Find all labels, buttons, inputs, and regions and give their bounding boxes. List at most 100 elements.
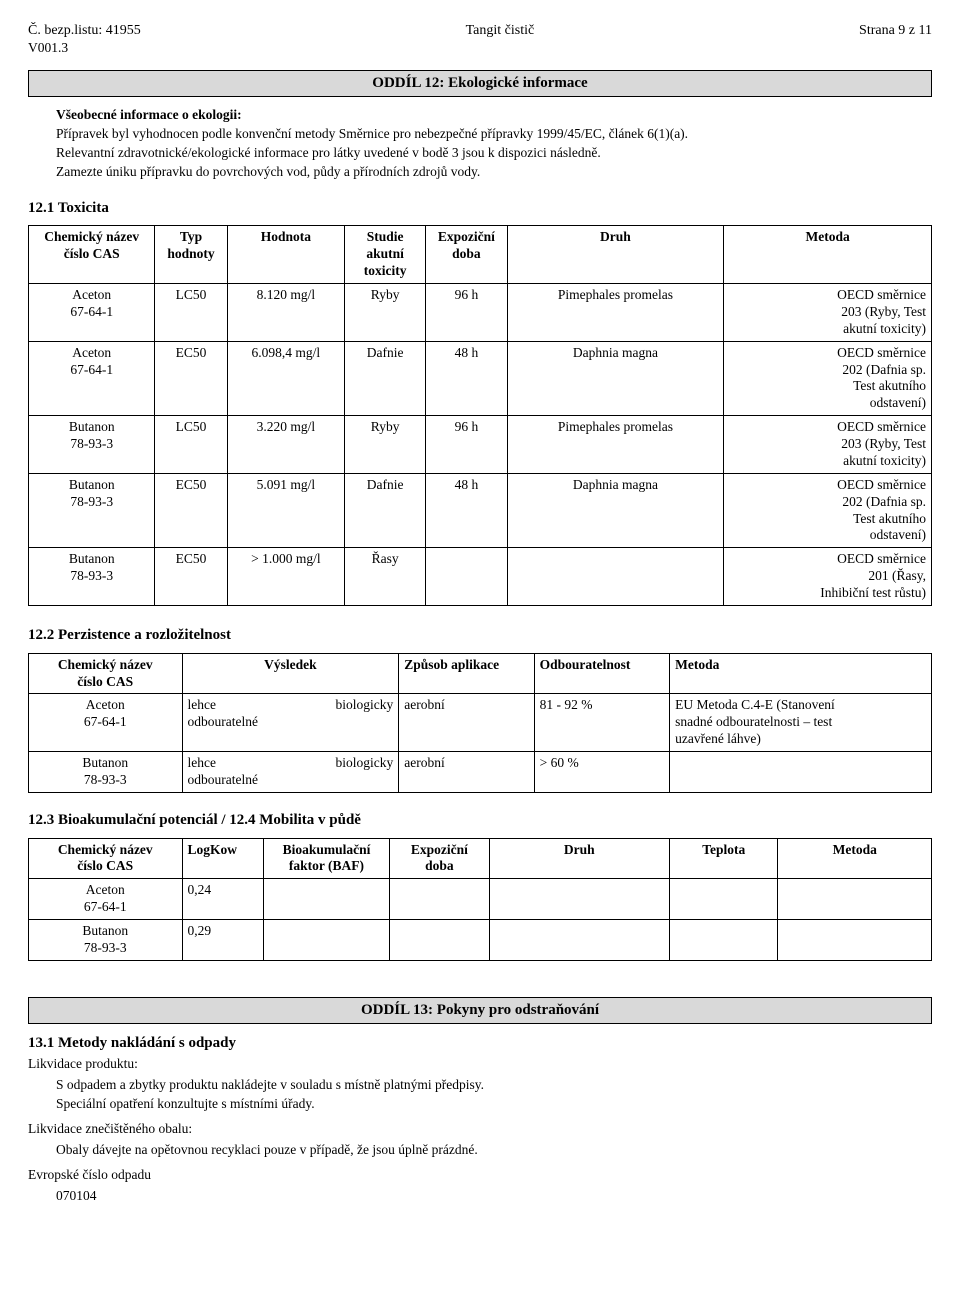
td-study: Dafnie bbox=[345, 341, 426, 416]
cell-text: Butanon bbox=[82, 755, 128, 770]
td-empty bbox=[489, 920, 670, 961]
td-species: Daphnia magna bbox=[507, 341, 724, 416]
table-header-row: Chemický název číslo CAS Typ hodnoty Hod… bbox=[29, 226, 932, 284]
cell-text: Inhibiční test růstu) bbox=[820, 585, 926, 600]
th-text: Chemický název bbox=[44, 229, 139, 244]
table-row: Butanon 78-93-3 0,29 bbox=[29, 920, 932, 961]
cell-text: odstavení) bbox=[870, 527, 926, 542]
table-row: Aceton 67-64-1 0,24 bbox=[29, 879, 932, 920]
table-row: Aceton 67-64-1 lehce biologicky odbourat… bbox=[29, 694, 932, 752]
td-value: 8.120 mg/l bbox=[227, 284, 344, 342]
td-value: 6.098,4 mg/l bbox=[227, 341, 344, 416]
cell-text: biologicky bbox=[335, 755, 393, 772]
section13-1-title: 13.1 Metody nakládání s odpady bbox=[28, 1034, 932, 1053]
td-species bbox=[507, 548, 724, 606]
cell-text: 78-93-3 bbox=[84, 772, 127, 787]
cell-text: lehce bbox=[188, 697, 216, 714]
td-chem: Butanon 78-93-3 bbox=[29, 416, 155, 474]
th-temp: Teplota bbox=[670, 838, 778, 879]
table-row: Butanon 78-93-3 EC50 > 1.000 mg/l Řasy O… bbox=[29, 548, 932, 606]
cell-text: 67-64-1 bbox=[70, 362, 113, 377]
td-logkow: 0,29 bbox=[182, 920, 263, 961]
cell-text: OECD směrnice bbox=[837, 287, 926, 302]
cell-text: 202 (Dafnia sp. bbox=[842, 494, 926, 509]
td-type: EC50 bbox=[155, 341, 227, 416]
cell-text: 203 (Ryby, Test bbox=[841, 436, 926, 451]
doc-version: V001.3 bbox=[28, 40, 932, 57]
cell-text: akutní toxicity) bbox=[843, 321, 926, 336]
td-empty bbox=[263, 920, 389, 961]
cell-text: 78-93-3 bbox=[70, 436, 113, 451]
cell-text: 202 (Dafnia sp. bbox=[842, 362, 926, 377]
td-app: aerobní bbox=[399, 752, 534, 793]
cell-text: OECD směrnice bbox=[837, 551, 926, 566]
page-indicator: Strana 9 z 11 bbox=[859, 22, 932, 40]
page-value: 9 z 11 bbox=[898, 23, 932, 38]
th-text: doba bbox=[452, 246, 481, 261]
td-study: Ryby bbox=[345, 416, 426, 474]
cell-text: uzavřené láhve) bbox=[675, 731, 761, 746]
cell-text: Aceton bbox=[86, 697, 125, 712]
td-species: Pimephales promelas bbox=[507, 284, 724, 342]
disposal-product-body: S odpadem a zbytky produktu nakládejte v… bbox=[56, 1077, 932, 1113]
td-type: EC50 bbox=[155, 548, 227, 606]
td-exposure: 48 h bbox=[426, 473, 507, 548]
cell-text: 67-64-1 bbox=[70, 304, 113, 319]
cell-text: odstavení) bbox=[870, 395, 926, 410]
td-chem: Butanon 78-93-3 bbox=[29, 752, 183, 793]
td-empty bbox=[390, 879, 489, 920]
cell-text: lehce bbox=[188, 755, 216, 772]
td-method: OECD směrnice 203 (Ryby, Test akutní tox… bbox=[724, 416, 932, 474]
table-header-row: Chemický název číslo CAS LogKow Bioakumu… bbox=[29, 838, 932, 879]
disposal-pack-head: Likvidace znečištěného obalu: bbox=[28, 1121, 932, 1138]
table-row: Butanon 78-93-3 LC50 3.220 mg/l Ryby 96 … bbox=[29, 416, 932, 474]
header-left: Č. bezp.listu: 41955 bbox=[28, 22, 141, 40]
td-method bbox=[670, 752, 932, 793]
td-type: LC50 bbox=[155, 416, 227, 474]
td-empty bbox=[778, 920, 932, 961]
product-name: Tangit čistič bbox=[466, 22, 535, 40]
td-degr: > 60 % bbox=[534, 752, 669, 793]
cell-text: odbouratelné bbox=[188, 772, 258, 787]
cell-text: biologicky bbox=[335, 697, 393, 714]
cell-text: 67-64-1 bbox=[84, 714, 127, 729]
th-text: hodnoty bbox=[167, 246, 214, 261]
disposal-pack-p1: Obaly dávejte na opětovnou recyklaci pou… bbox=[56, 1142, 932, 1159]
disposal-product-p2: Speciální opatření konzultujte s místním… bbox=[56, 1096, 932, 1113]
persistence-table: Chemický název číslo CAS Výsledek Způsob… bbox=[28, 653, 932, 793]
section12-3-4-title: 12.3 Bioakumulační potenciál / 12.4 Mobi… bbox=[28, 811, 932, 830]
td-chem: Aceton 67-64-1 bbox=[29, 284, 155, 342]
page-label: Strana bbox=[859, 23, 895, 38]
td-study: Ryby bbox=[345, 284, 426, 342]
section13-bar: ODDÍL 13: Pokyny pro odstraňování bbox=[28, 997, 932, 1024]
td-chem: Butanon 78-93-3 bbox=[29, 920, 183, 961]
td-degr: 81 - 92 % bbox=[534, 694, 669, 752]
td-empty bbox=[670, 920, 778, 961]
td-value: 5.091 mg/l bbox=[227, 473, 344, 548]
cell-text: 78-93-3 bbox=[84, 940, 127, 955]
cell-text: Butanon bbox=[69, 551, 115, 566]
cell-text: OECD směrnice bbox=[837, 345, 926, 360]
td-value: > 1.000 mg/l bbox=[227, 548, 344, 606]
cell-text: 78-93-3 bbox=[70, 568, 113, 583]
disposal-pack-body: Obaly dávejte na opětovnou recyklaci pou… bbox=[56, 1142, 932, 1159]
th-exposure: Expoziční doba bbox=[426, 226, 507, 284]
cell-text: Butanon bbox=[69, 477, 115, 492]
td-method: OECD směrnice 201 (Řasy, Inhibiční test … bbox=[724, 548, 932, 606]
th-text: Studie bbox=[367, 229, 404, 244]
th-text: doba bbox=[425, 858, 454, 873]
th-chemname: Chemický název číslo CAS bbox=[29, 838, 183, 879]
td-method: OECD směrnice 202 (Dafnia sp. Test akutn… bbox=[724, 341, 932, 416]
th-study: Studie akutní toxicity bbox=[345, 226, 426, 284]
th-text: Typ bbox=[180, 229, 202, 244]
td-study: Dafnie bbox=[345, 473, 426, 548]
th-text: číslo CAS bbox=[77, 674, 133, 689]
th-result: Výsledek bbox=[182, 653, 399, 694]
cell-text: Butanon bbox=[69, 419, 115, 434]
th-logkow: LogKow bbox=[182, 838, 263, 879]
cell-text: OECD směrnice bbox=[837, 419, 926, 434]
cell-text: Butanon bbox=[82, 923, 128, 938]
td-type: EC50 bbox=[155, 473, 227, 548]
td-value: 3.220 mg/l bbox=[227, 416, 344, 474]
td-exposure: 96 h bbox=[426, 416, 507, 474]
